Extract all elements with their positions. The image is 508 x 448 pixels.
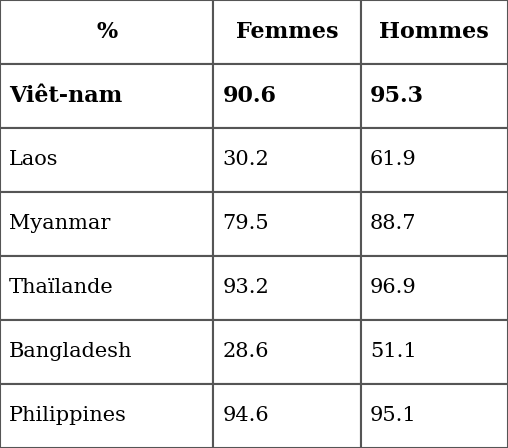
Bar: [0, 192, 213, 256]
Bar: [0, 128, 213, 192]
Text: Thaïlande: Thaïlande: [9, 278, 114, 297]
Bar: [213, 256, 361, 320]
Bar: [361, 128, 508, 192]
Text: 96.9: 96.9: [370, 278, 417, 297]
Text: Viêt-nam: Viêt-nam: [9, 85, 122, 107]
Bar: [361, 64, 508, 128]
Text: Femmes: Femmes: [236, 21, 338, 43]
Bar: [213, 384, 361, 448]
Bar: [361, 192, 508, 256]
Bar: [0, 256, 213, 320]
Bar: [213, 320, 361, 384]
Text: Laos: Laos: [9, 151, 58, 169]
Bar: [361, 256, 508, 320]
Text: 51.1: 51.1: [370, 342, 417, 362]
Bar: [213, 0, 361, 64]
Bar: [213, 128, 361, 192]
Text: 95.3: 95.3: [370, 85, 424, 107]
Bar: [361, 0, 508, 64]
Text: 61.9: 61.9: [370, 151, 417, 169]
Text: Hommes: Hommes: [379, 21, 489, 43]
Bar: [213, 192, 361, 256]
Text: %: %: [96, 21, 117, 43]
Text: 28.6: 28.6: [223, 342, 269, 362]
Text: Bangladesh: Bangladesh: [9, 342, 133, 362]
Bar: [0, 64, 213, 128]
Text: Philippines: Philippines: [9, 406, 127, 425]
Bar: [0, 320, 213, 384]
Text: 94.6: 94.6: [223, 406, 269, 425]
Bar: [361, 384, 508, 448]
Text: 90.6: 90.6: [223, 85, 276, 107]
Text: Myanmar: Myanmar: [9, 215, 111, 233]
Text: 79.5: 79.5: [223, 215, 269, 233]
Text: 93.2: 93.2: [223, 278, 269, 297]
Text: 88.7: 88.7: [370, 215, 417, 233]
Text: 95.1: 95.1: [370, 406, 417, 425]
Text: 30.2: 30.2: [223, 151, 269, 169]
Bar: [0, 0, 213, 64]
Bar: [0, 384, 213, 448]
Bar: [361, 320, 508, 384]
Bar: [213, 64, 361, 128]
